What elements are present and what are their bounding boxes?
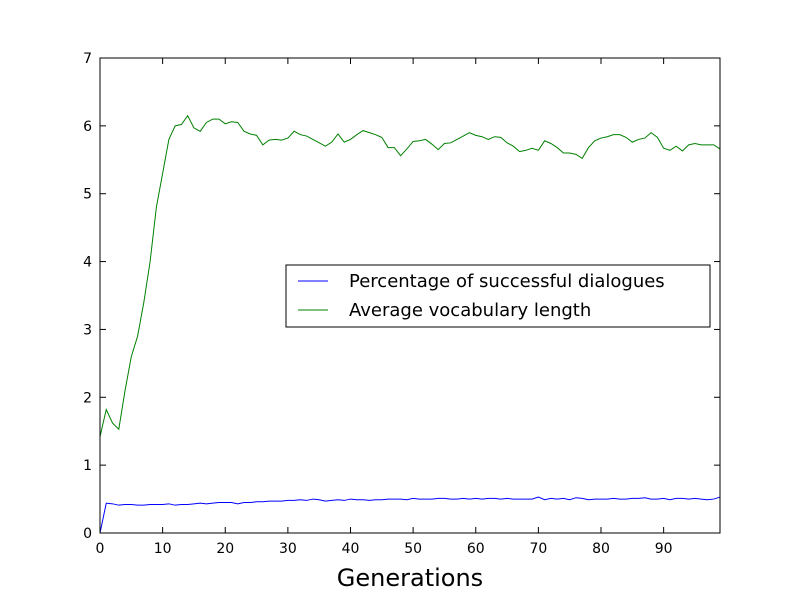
x-tick-label-20: 20: [216, 541, 234, 557]
x-tick-label-30: 30: [279, 541, 297, 557]
y-tick-label-3: 3: [83, 322, 92, 338]
plot-frame: [99, 57, 721, 534]
x-tick-label-60: 60: [467, 541, 485, 557]
legend-box: [285, 264, 711, 328]
x-tick-label-50: 50: [404, 541, 422, 557]
series-layer: [99, 114, 721, 534]
x-tick-label-80: 80: [592, 541, 610, 557]
x-tick-label-10: 10: [154, 541, 172, 557]
y-tick-label-5: 5: [83, 187, 92, 203]
ticks-layer: 0 10 20 30 40 50 60 70 80 90 0 1 2 3 4 5 6 7: [83, 51, 720, 557]
x-tick-label-70: 70: [529, 541, 547, 557]
y-tick-label-6: 6: [83, 119, 92, 135]
legend-label-vocabulary-length: Average vocabulary length: [349, 300, 591, 321]
legend-label-successful-dialogues: Percentage of successful dialogues: [349, 271, 665, 292]
y-tick-label-4: 4: [83, 255, 92, 271]
y-tick-label-0: 0: [83, 526, 92, 542]
series-line-1: [99, 114, 721, 437]
legend: Percentage of successful dialogues Avera…: [285, 264, 711, 328]
x-axis-label: Generations: [337, 564, 483, 592]
x-tick-label-40: 40: [342, 541, 360, 557]
y-tick-label-1: 1: [83, 458, 92, 474]
x-tick-label-0: 0: [96, 541, 105, 557]
x-tick-label-90: 90: [655, 541, 673, 557]
y-tick-label-7: 7: [83, 51, 92, 67]
y-tick-label-2: 2: [83, 390, 92, 406]
series-line-0: [99, 496, 721, 534]
